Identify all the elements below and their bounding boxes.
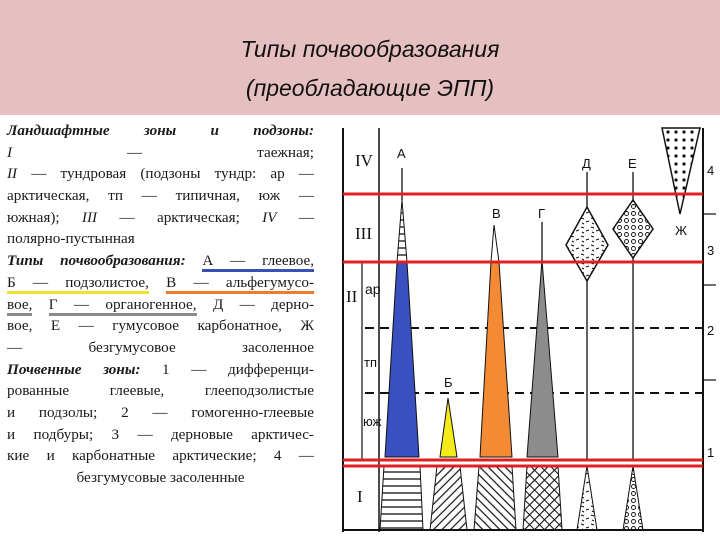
legend-line: вое, Г — органогенное, Д — дерно-: [7, 294, 314, 316]
legend-line: кие и карбонатные арктические; 4 —: [7, 445, 314, 467]
legend-segment: — арктическая;: [97, 208, 263, 226]
legend-segment: —: [276, 208, 315, 226]
legend-segment: полярно-пустынная: [7, 230, 135, 248]
type-a-triangle: [384, 261, 420, 458]
legend-segment: Б — подзолистое,: [7, 273, 149, 294]
legend-line: II — тундровая (подзоны тундр: ар —: [7, 163, 314, 185]
legend-line: Б — подзолистое, В — альфегумусо-: [7, 272, 315, 294]
legend-line: и подбуры; 3 — дерновые арктичес-: [7, 424, 314, 446]
soil-zone-label-4: 4: [707, 163, 714, 178]
type-a-glevoe: [379, 168, 424, 531]
type-g-organogennoe: [522, 222, 563, 531]
type-v-triangle: [479, 261, 513, 458]
legend-segment: арктическая, тп — типичная, юж —: [7, 187, 314, 205]
legend-segment: I: [7, 143, 13, 161]
legend-segment: IV: [262, 208, 277, 226]
type-label-a: А: [397, 146, 406, 161]
zone-label-ii: II: [346, 287, 358, 306]
legend-line: — безгумусовое засоленное: [7, 337, 314, 359]
legend-segment: кие и карбонатные арктические; 4 —: [7, 447, 314, 465]
type-label-zh: Ж: [675, 223, 687, 238]
zone-label-iii: III: [355, 224, 372, 243]
legend-segment: — безгумусовое засоленное: [7, 338, 314, 356]
legend-line: Почвенные зоны: 1 — дифференци-: [7, 359, 314, 381]
legend-segment: Д — дерно-: [196, 295, 315, 313]
legend-segment: — тундровая (подзоны тундр: ар —: [17, 165, 314, 183]
legend-segment: А — глеевое,: [202, 252, 315, 273]
legend-segment: безгумусовые засоленные: [76, 469, 245, 486]
legend-segment: южная);: [7, 208, 82, 226]
right-axis-ticks: [703, 213, 716, 381]
legend-segment: II: [7, 165, 18, 183]
legend-line: полярно-пустынная: [7, 228, 314, 250]
legend-segment: и подбуры; 3 — дерновые арктичес-: [7, 425, 314, 443]
slide-subtitle: (преобладающие ЭПП): [245, 75, 495, 101]
legend-segment: рованные глеевые, глееподзолистые: [7, 382, 314, 400]
slide-title: Типы почвообразования: [240, 36, 500, 62]
legend-line: I — таежная;: [7, 142, 314, 164]
legend-segment: III: [81, 208, 98, 226]
legend-segment: Типы почвообразования:: [7, 252, 186, 270]
type-d-dernovoe: [565, 172, 609, 531]
legend-line: рованные глеевые, глееподзолистые: [7, 380, 314, 402]
highlight-lines: [343, 192, 703, 468]
legend-line: вое, Е — гумусовое карбонатное, Ж: [7, 315, 314, 337]
type-b-podzolistoe: [429, 397, 468, 531]
type-g-triangle: [526, 259, 559, 458]
legend-line: Типы почвообразования: А — глеевое,: [7, 250, 315, 273]
soil-zone-label-1: 1: [707, 445, 714, 460]
type-label-v: В: [492, 206, 501, 221]
type-label-d: Д: [582, 156, 591, 171]
legend-line: южная); III — арктическая; IV —: [7, 207, 314, 229]
type-zh-bezgumusovoe-zasolennoe: [661, 127, 701, 215]
legend-segment: Г — органогенное,: [48, 295, 197, 316]
soil-zone-label-3: 3: [707, 243, 714, 258]
legend-text: Ландшафтные зоны и подзоны: I — таежная; I…: [7, 120, 315, 489]
legend-segment: Почвенные зоны:: [7, 360, 141, 378]
legend-segment: и подзолы; 2 — гомогенно-глеевые: [7, 403, 314, 421]
subzone-label-yuzh: юж: [363, 414, 382, 429]
legend-segment: — таежная;: [12, 143, 314, 161]
type-e-gumusovoe-karbonatnoe: [612, 172, 654, 531]
zone-label-iv: IV: [355, 151, 374, 170]
legend-line: Ландшафтные зоны и подзоны:: [7, 120, 314, 142]
subzone-label-tp: тп: [364, 355, 377, 370]
title-band: Типы почвообразования (преобладающие ЭПП…: [0, 0, 720, 115]
legend-line: арктическая, тп — типичная, юж —: [7, 185, 314, 207]
type-label-g: Г: [538, 206, 545, 221]
type-b-triangle: [439, 397, 458, 458]
legend-segment: вое, Е — гумусовое карбонатное, Ж: [7, 317, 314, 335]
legend-segment: вое,: [7, 295, 33, 316]
legend-segment: 1 — дифференци-: [140, 360, 314, 378]
legend-line: безгумусовые засоленные: [7, 467, 314, 489]
legend-segment: В — альфегумусо-: [166, 273, 315, 294]
zone-label-i: I: [357, 487, 363, 506]
soil-zone-label-2: 2: [707, 323, 714, 338]
legend-line: и подзолы; 2 — гомогенно-глеевые: [7, 402, 314, 424]
type-label-b: Б: [444, 375, 453, 390]
legend-segment: Ландшафтные зоны и подзоны:: [7, 122, 314, 139]
subzone-label-ar: ар: [365, 281, 381, 297]
type-v-alfegumusovoe: [473, 224, 517, 531]
type-label-e: Е: [628, 156, 637, 171]
